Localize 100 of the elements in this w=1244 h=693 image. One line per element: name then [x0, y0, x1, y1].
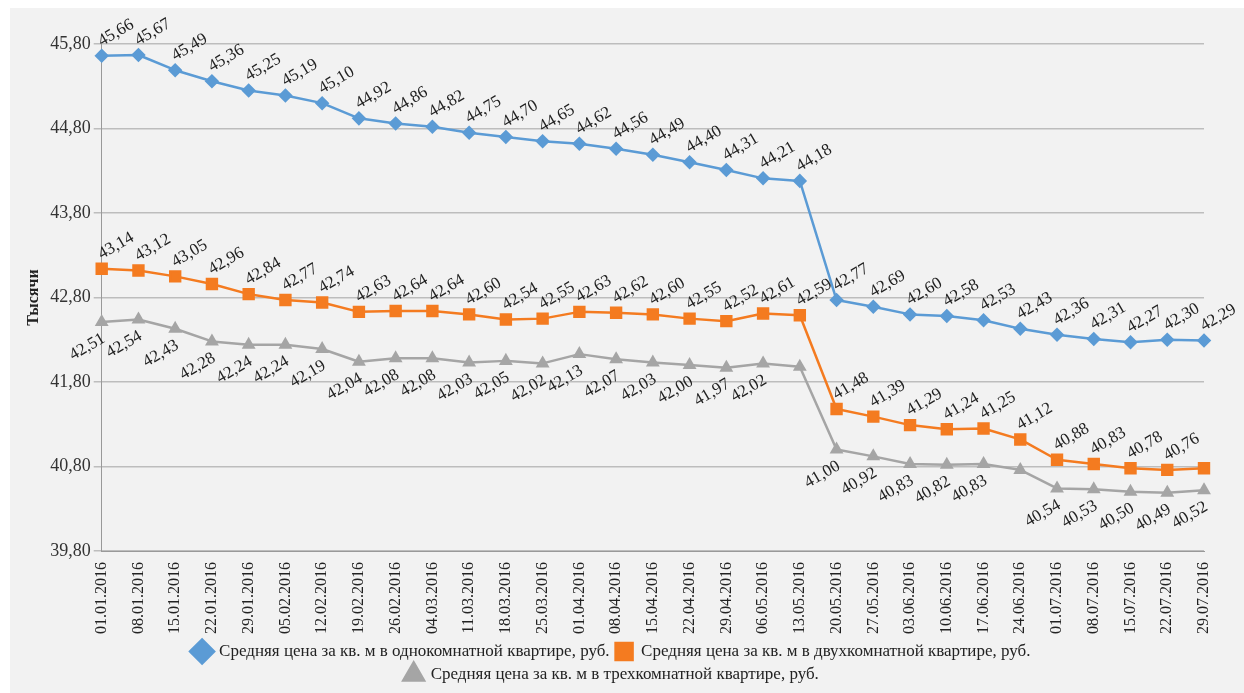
- point: [940, 458, 953, 469]
- x-tick-label: 26.02.2016: [385, 562, 403, 634]
- x-tick-label: 20.05.2016: [826, 562, 844, 634]
- x-tick-label: 15.04.2016: [643, 562, 661, 634]
- point: [278, 88, 293, 103]
- x-tick-label: 01.01.2016: [91, 562, 109, 634]
- point: [315, 96, 329, 110]
- point: [719, 163, 734, 177]
- point: [793, 309, 807, 322]
- point: [1197, 483, 1211, 495]
- point: [682, 155, 697, 170]
- x-tick-label: 06.05.2016: [753, 562, 771, 634]
- point: [352, 111, 366, 126]
- x-tick-label: 22.04.2016: [679, 562, 697, 634]
- point: [1197, 461, 1211, 475]
- point: [132, 312, 145, 324]
- point: [976, 313, 991, 328]
- x-tick-label: 15.07.2016: [1120, 562, 1138, 634]
- point: [1124, 485, 1137, 496]
- point: [1160, 333, 1175, 347]
- point: [720, 314, 733, 328]
- point: [352, 354, 365, 366]
- data-label: 41,00: [800, 455, 844, 492]
- point: [316, 342, 329, 354]
- point: [756, 171, 770, 186]
- point: [977, 457, 990, 468]
- point: [463, 355, 476, 367]
- point: [1087, 332, 1101, 346]
- point: [205, 74, 219, 88]
- point: [646, 308, 660, 321]
- y-tick-label: 41,80: [50, 370, 91, 391]
- x-tick-label: 04.03.2016: [422, 562, 440, 634]
- x-tick-label: 18.03.2016: [496, 562, 514, 634]
- data-label: 40,54: [1020, 494, 1064, 531]
- point: [242, 338, 255, 349]
- point: [573, 305, 586, 319]
- point: [389, 304, 402, 318]
- point: [535, 134, 550, 148]
- point: [205, 277, 219, 291]
- point: [940, 309, 954, 323]
- x-tick-label: 01.04.2016: [569, 562, 587, 634]
- point: [132, 264, 145, 277]
- point: [388, 116, 403, 131]
- point: [169, 322, 182, 333]
- data-label: 41,48: [829, 367, 872, 404]
- data-label: 42,69: [865, 265, 909, 301]
- point: [977, 422, 990, 435]
- y-tick-label: 43,80: [50, 201, 91, 222]
- x-tick-label: 13.05.2016: [790, 562, 808, 634]
- x-tick-label: 08.01.2016: [128, 562, 146, 634]
- point: [793, 360, 806, 371]
- point: [610, 352, 623, 364]
- data-label: 42,30: [1159, 298, 1203, 334]
- y-tick-label: 45,80: [50, 32, 91, 53]
- y-axis-title: Тысячи: [23, 269, 41, 326]
- data-label: 43,14: [94, 226, 138, 263]
- point: [1161, 485, 1174, 497]
- point: [242, 287, 255, 301]
- point: [683, 312, 696, 325]
- x-tick-label: 25.03.2016: [532, 562, 550, 634]
- point: [903, 418, 917, 432]
- data-label: 44,92: [351, 76, 394, 113]
- point: [279, 293, 292, 307]
- point: [205, 334, 218, 346]
- x-tick-label: 29.07.2016: [1194, 562, 1212, 634]
- x-tick-label: 24.06.2016: [1010, 562, 1028, 634]
- point: [279, 338, 292, 349]
- data-label: 42,03: [616, 368, 660, 405]
- point: [241, 83, 256, 98]
- point: [1123, 335, 1138, 350]
- point: [866, 300, 881, 314]
- point: [315, 296, 329, 309]
- point: [95, 262, 108, 275]
- point: [757, 356, 770, 368]
- x-tick-label: 17.06.2016: [973, 562, 991, 634]
- point: [168, 63, 182, 77]
- legend-label: Средняя цена за кв. м в трехкомнатной квартире, руб.: [430, 663, 819, 683]
- y-tick-label: 40,80: [50, 455, 91, 476]
- point: [1124, 461, 1137, 475]
- point: [609, 142, 623, 156]
- point: [867, 410, 880, 423]
- point: [1014, 433, 1027, 446]
- point: [720, 360, 733, 372]
- point: [683, 358, 696, 370]
- data-label: 42,74: [314, 260, 358, 297]
- point: [426, 304, 439, 318]
- x-tick-label: 19.02.2016: [349, 562, 367, 634]
- data-label: 40,88: [1049, 418, 1093, 454]
- point: [1051, 481, 1064, 493]
- data-label: 45,66: [94, 14, 137, 50]
- x-tick-label: 22.01.2016: [202, 562, 220, 634]
- x-tick-label: 29.01.2016: [238, 562, 256, 634]
- point: [425, 120, 440, 134]
- point: [1161, 463, 1174, 477]
- data-label: 42,02: [726, 369, 770, 406]
- point: [1013, 322, 1028, 336]
- x-tick-label: 22.07.2016: [1157, 562, 1175, 634]
- point: [168, 270, 182, 283]
- data-label: 42,51: [65, 328, 109, 364]
- legend-label: Средняя цена за кв. м в двухкомнатной квартире, руб.: [641, 640, 1031, 660]
